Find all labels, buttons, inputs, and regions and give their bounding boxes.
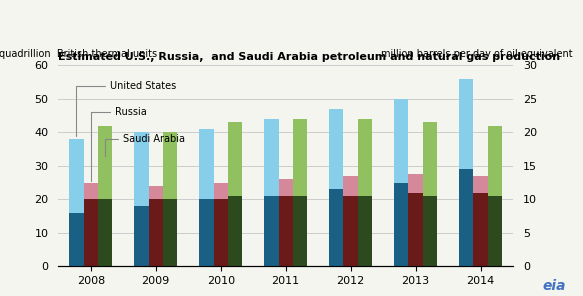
Bar bbox=[199, 199, 213, 266]
Text: Saudi Arabia: Saudi Arabia bbox=[105, 134, 185, 156]
Bar bbox=[293, 196, 307, 266]
Bar bbox=[459, 169, 473, 266]
Bar bbox=[83, 183, 98, 199]
Text: quadrillion  British thermal units: quadrillion British thermal units bbox=[0, 49, 157, 59]
Bar bbox=[69, 139, 83, 213]
Bar bbox=[163, 132, 177, 199]
Bar bbox=[358, 119, 372, 196]
Bar bbox=[134, 206, 149, 266]
Bar bbox=[279, 179, 293, 196]
Text: Estimated U.S., Russia,  and Saudi Arabia petroleum and natural gas production: Estimated U.S., Russia, and Saudi Arabia… bbox=[58, 52, 560, 62]
Bar bbox=[409, 193, 423, 266]
Bar bbox=[163, 199, 177, 266]
Bar bbox=[473, 193, 488, 266]
Bar bbox=[213, 183, 228, 199]
Bar bbox=[228, 122, 242, 196]
Bar bbox=[423, 122, 437, 196]
Bar bbox=[358, 196, 372, 266]
Bar bbox=[343, 176, 358, 196]
Text: million barrels per day of oil equivalent: million barrels per day of oil equivalen… bbox=[381, 49, 572, 59]
Bar bbox=[134, 132, 149, 206]
Bar bbox=[488, 126, 502, 196]
Bar bbox=[69, 213, 83, 266]
Bar bbox=[228, 196, 242, 266]
Bar bbox=[423, 196, 437, 266]
Bar bbox=[329, 189, 343, 266]
Text: United States: United States bbox=[76, 81, 177, 136]
Bar bbox=[409, 174, 423, 193]
Bar bbox=[83, 199, 98, 266]
Bar bbox=[98, 126, 112, 199]
Bar bbox=[459, 78, 473, 169]
Bar bbox=[264, 196, 279, 266]
Bar bbox=[473, 176, 488, 193]
Bar bbox=[293, 119, 307, 196]
Bar bbox=[488, 196, 502, 266]
Bar bbox=[149, 199, 163, 266]
Bar bbox=[394, 99, 409, 183]
Bar bbox=[264, 119, 279, 196]
Bar bbox=[279, 196, 293, 266]
Text: Russia: Russia bbox=[91, 107, 147, 181]
Bar bbox=[149, 186, 163, 199]
Bar bbox=[199, 129, 213, 199]
Bar bbox=[98, 199, 112, 266]
Bar bbox=[343, 196, 358, 266]
Bar bbox=[394, 183, 409, 266]
Text: eia: eia bbox=[542, 279, 566, 293]
Bar bbox=[329, 109, 343, 189]
Bar bbox=[213, 199, 228, 266]
